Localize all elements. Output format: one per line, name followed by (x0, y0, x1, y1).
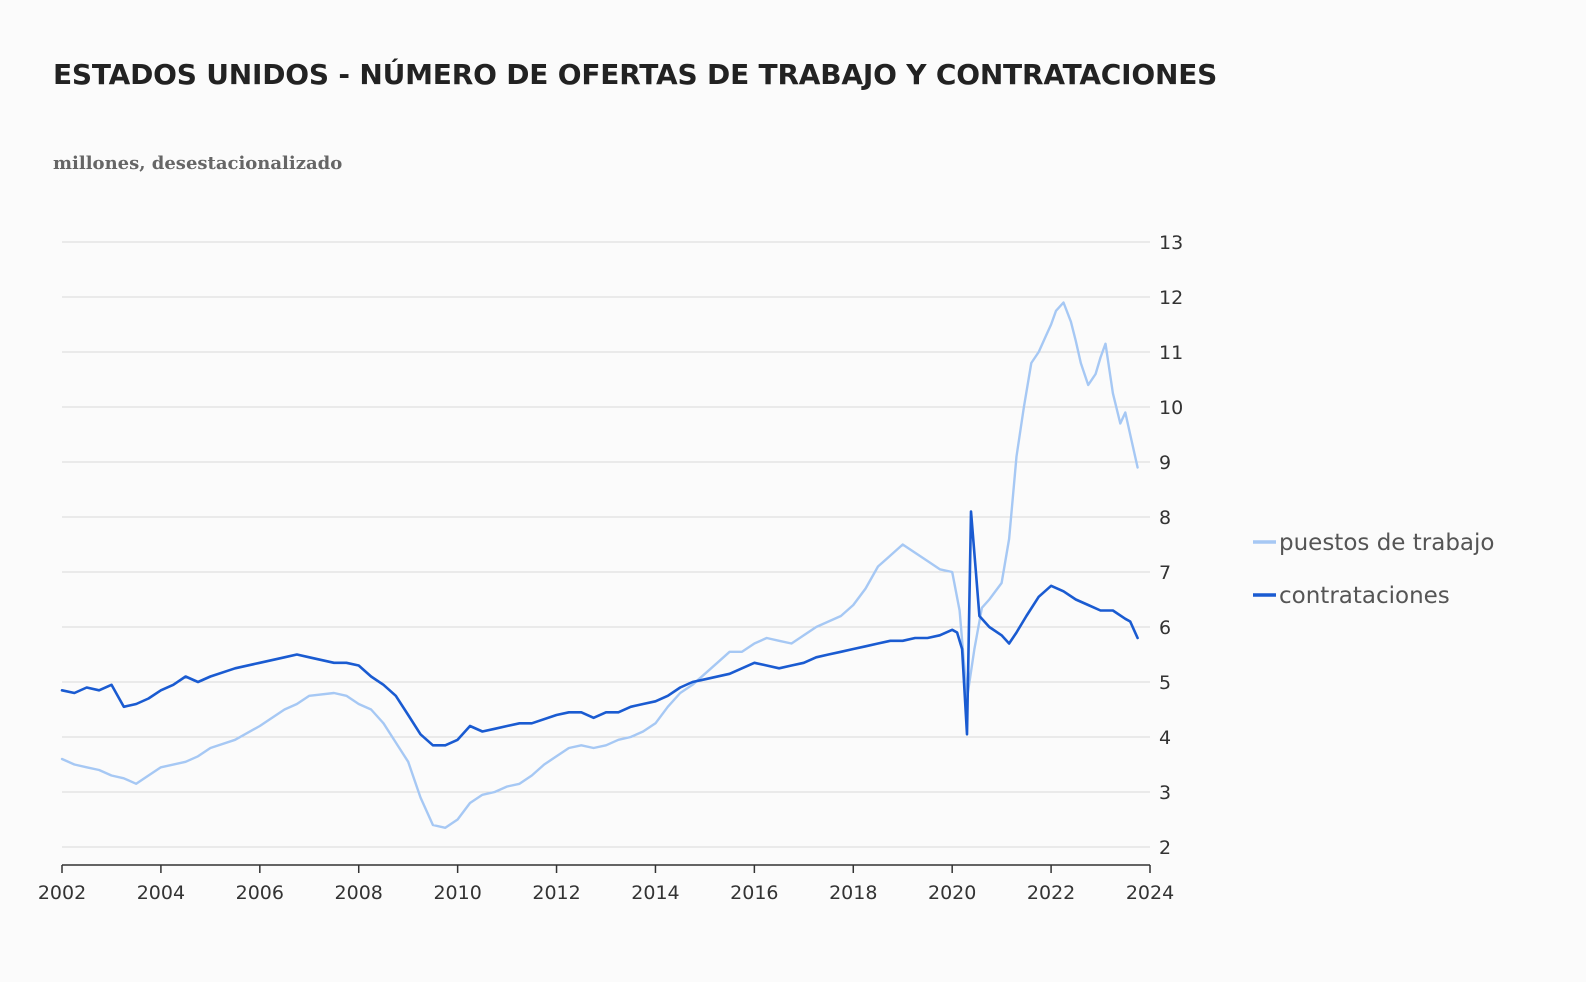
y-tick-label-8: 8 (1159, 507, 1171, 529)
y-axis: 2 3 4 5 6 7 8 9 10 11 12 13 (1159, 232, 1183, 859)
x-tick-label-2002: 2002 (38, 882, 86, 904)
y-tick-label-10: 10 (1159, 397, 1183, 419)
legend-label-0: puestos de trabajo (1279, 530, 1494, 556)
x-tick-label-2010: 2010 (433, 882, 481, 904)
legend: puestos de trabajo contrataciones (1253, 530, 1494, 609)
y-tick-label-13: 13 (1159, 232, 1183, 254)
x-tick-label-2018: 2018 (829, 882, 877, 904)
plot-area (60, 301, 1139, 829)
legend-label-1: contrataciones (1279, 583, 1450, 609)
y-tick-label-9: 9 (1159, 452, 1171, 474)
chart-title: ESTADOS UNIDOS - NÚMERO DE OFERTAS DE TR… (53, 58, 1218, 91)
y-tick-label-3: 3 (1159, 782, 1171, 804)
grid-lines (62, 241, 1150, 848)
x-tick-label-2004: 2004 (137, 882, 185, 904)
y-tick-label-11: 11 (1159, 342, 1183, 364)
x-tick-label-2012: 2012 (532, 882, 580, 904)
y-tick-label-2: 2 (1159, 837, 1171, 859)
series-line-contrataciones (60, 510, 1139, 747)
y-tick-label-4: 4 (1159, 727, 1171, 749)
x-tick-label-2020: 2020 (928, 882, 976, 904)
y-tick-label-6: 6 (1159, 617, 1171, 639)
series-line-puestos-de-trabajo (60, 301, 1139, 829)
x-tick-label-2014: 2014 (631, 882, 679, 904)
y-tick-label-5: 5 (1159, 672, 1171, 694)
chart-subtitle: millones, desestacionalizado (53, 153, 343, 174)
x-axis: 2002 2004 2006 2008 2010 2012 2014 2016 2018 2020… (38, 864, 1174, 904)
x-tick-label-2006: 2006 (236, 882, 284, 904)
y-tick-label-7: 7 (1159, 562, 1171, 584)
y-tick-label-12: 12 (1159, 287, 1183, 309)
x-tick-label-2024: 2024 (1126, 882, 1174, 904)
x-tick-label-2016: 2016 (730, 882, 778, 904)
x-tick-label-2022: 2022 (1027, 882, 1075, 904)
x-tick-label-2008: 2008 (335, 882, 383, 904)
